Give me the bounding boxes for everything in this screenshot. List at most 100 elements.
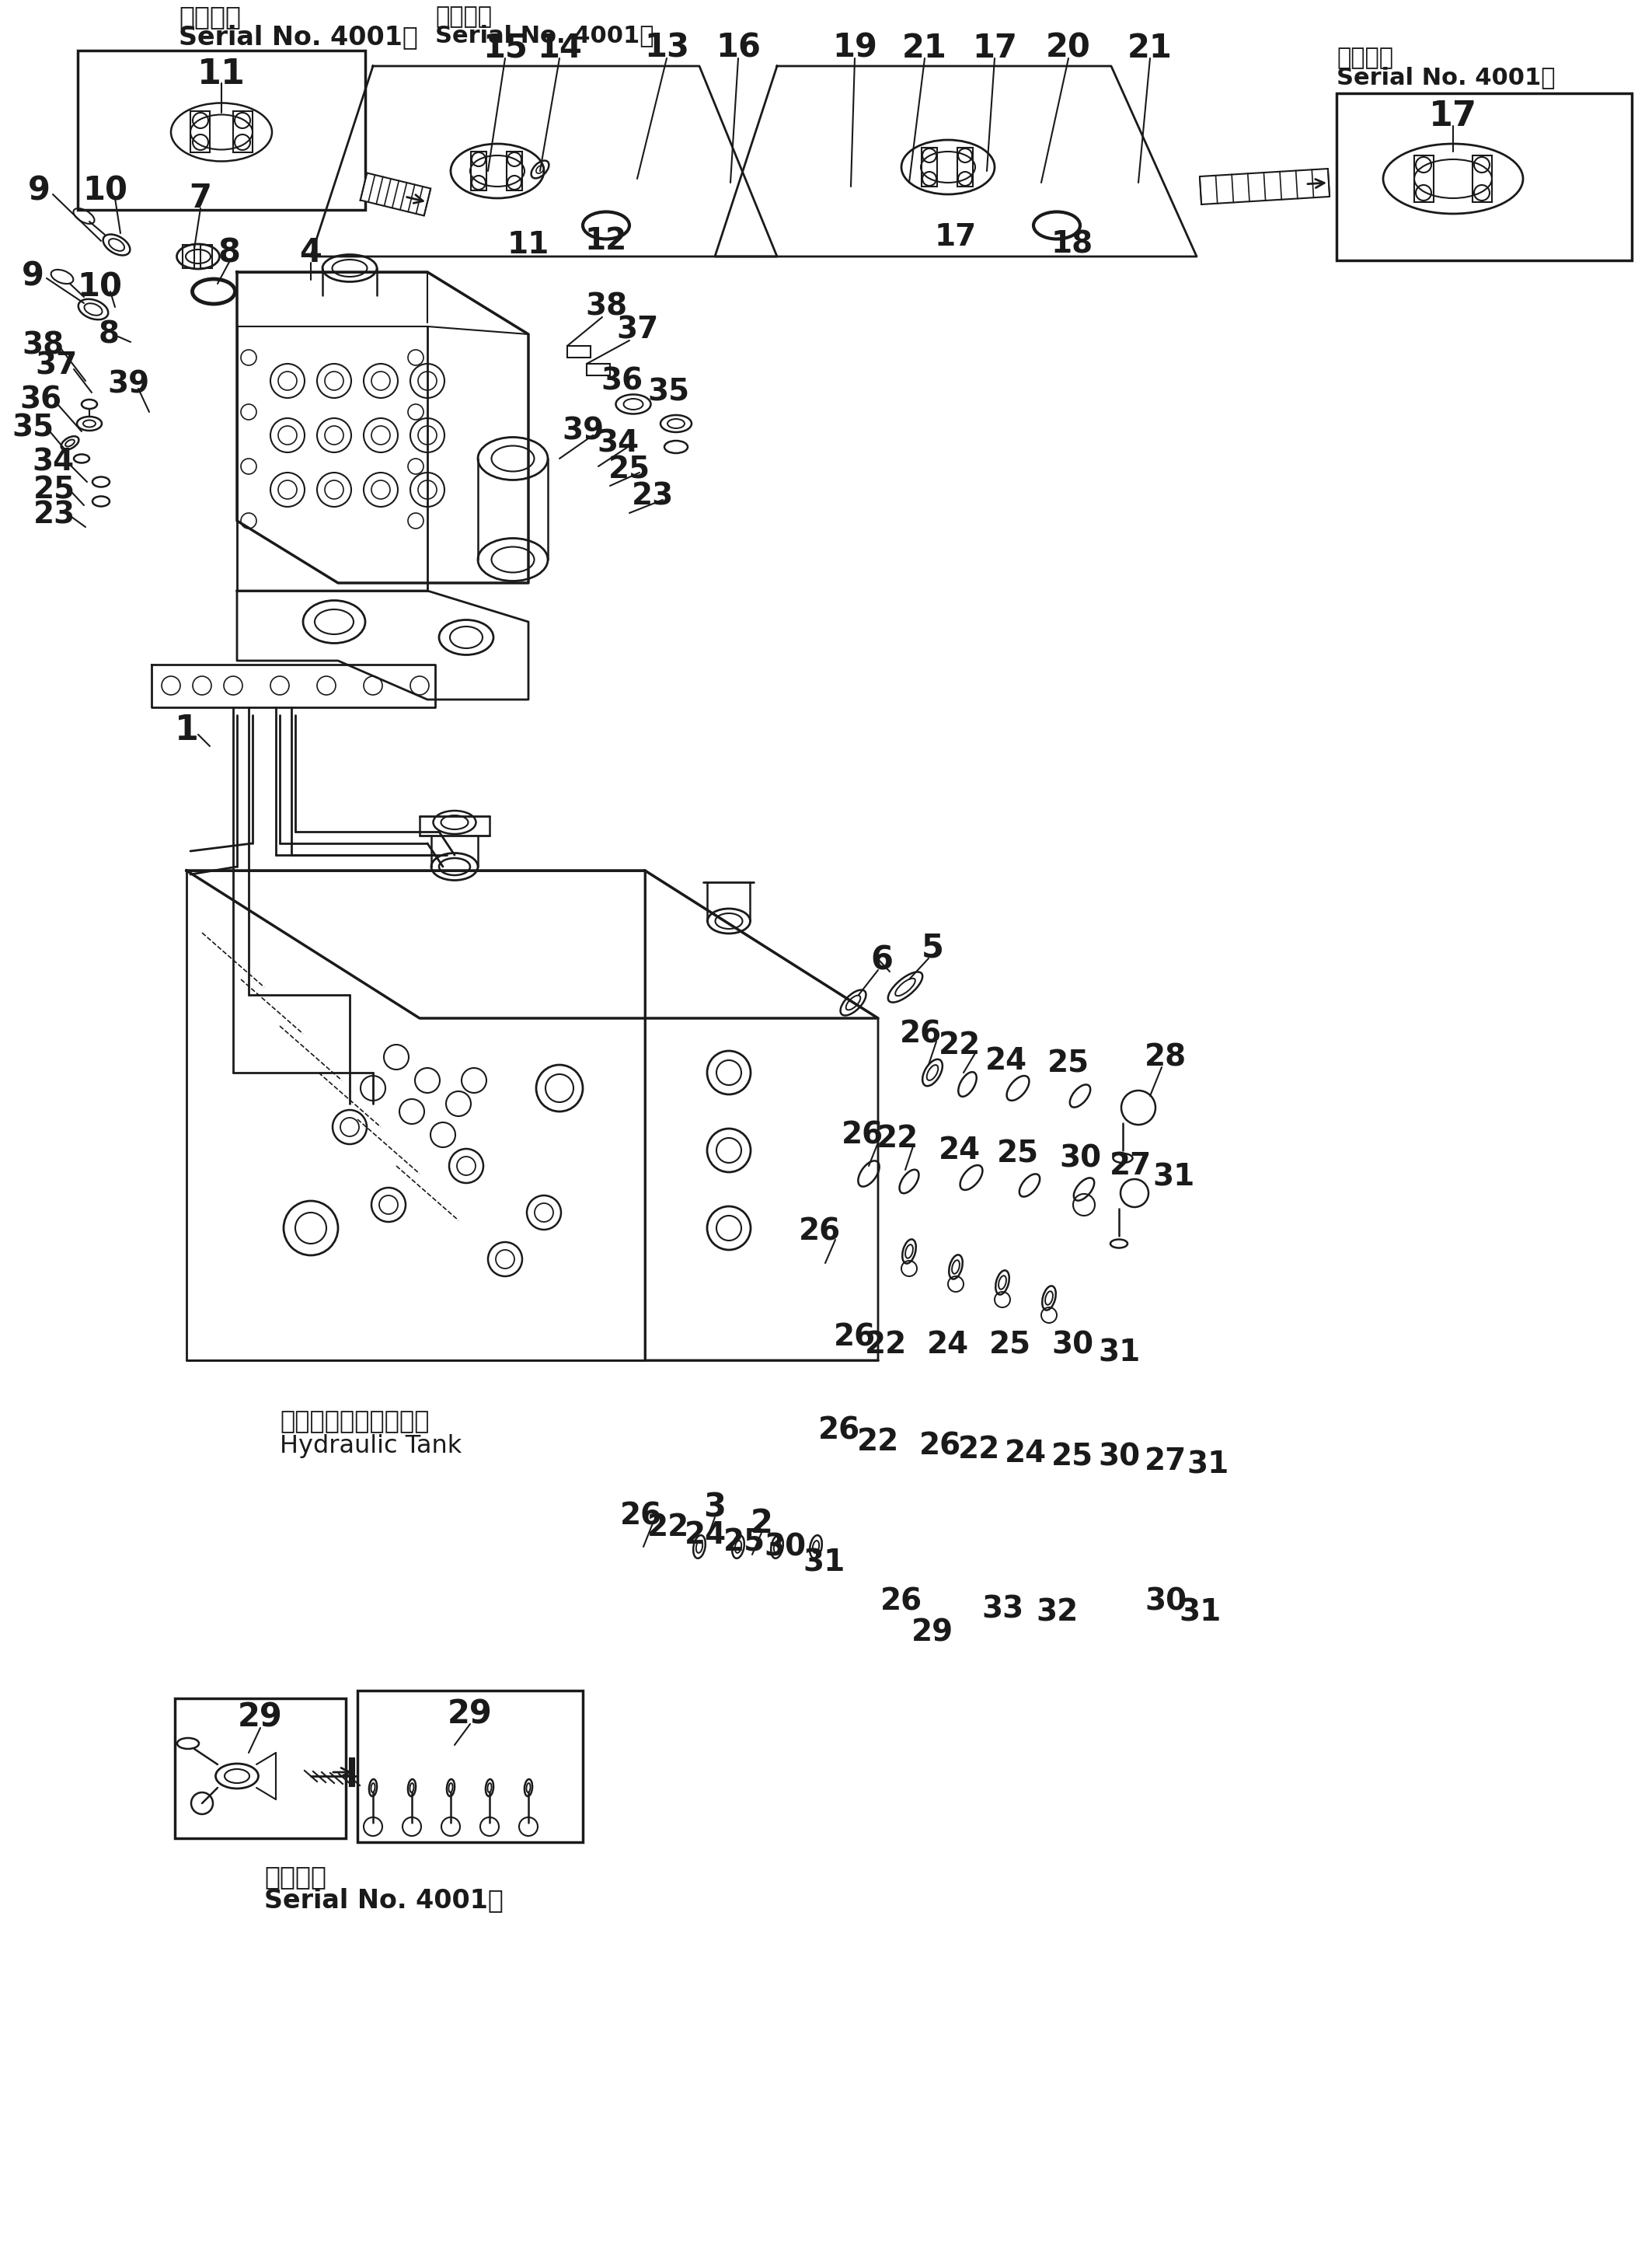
- Polygon shape: [1199, 168, 1330, 204]
- Text: 6: 6: [871, 945, 894, 976]
- Text: 26: 26: [900, 1019, 942, 1048]
- Text: 26: 26: [841, 1120, 884, 1149]
- Bar: [922, 148, 937, 186]
- Text: 29: 29: [448, 1696, 492, 1730]
- Text: 23: 23: [631, 480, 674, 512]
- Text: 25: 25: [33, 476, 76, 505]
- Text: 1: 1: [175, 714, 198, 747]
- Text: 29: 29: [238, 1701, 282, 1735]
- Text: 36: 36: [601, 366, 643, 395]
- Text: 16: 16: [715, 31, 760, 65]
- Text: 38: 38: [585, 292, 628, 321]
- Text: 25: 25: [1047, 1048, 1089, 1077]
- Text: Serial No. 4001～: Serial No. 4001～: [178, 25, 418, 49]
- Text: 11: 11: [197, 56, 246, 90]
- Polygon shape: [360, 173, 431, 215]
- Bar: [78, 52, 365, 211]
- Text: Serial No. 4001～: Serial No. 4001～: [1336, 67, 1555, 90]
- Text: 30: 30: [1051, 1331, 1094, 1360]
- Text: 24: 24: [1004, 1438, 1047, 1468]
- Bar: [175, 1699, 345, 1838]
- Text: 18: 18: [1051, 231, 1094, 260]
- Text: 36: 36: [20, 386, 61, 415]
- Text: 22: 22: [648, 1512, 689, 1542]
- Text: Serial No. 4001～: Serial No. 4001～: [264, 1887, 504, 1914]
- Text: 26: 26: [834, 1322, 876, 1351]
- Text: 25: 25: [608, 456, 651, 485]
- Text: 22: 22: [857, 1427, 899, 1456]
- Text: 適用号機: 適用号機: [264, 1865, 327, 1889]
- Text: 39: 39: [562, 417, 605, 447]
- Bar: [586, 364, 610, 375]
- Text: 26: 26: [620, 1501, 662, 1530]
- Text: 20: 20: [1046, 31, 1090, 65]
- Text: 30: 30: [1145, 1587, 1186, 1616]
- Bar: [1472, 155, 1492, 202]
- Text: 37: 37: [35, 350, 78, 379]
- Text: 35: 35: [12, 413, 53, 442]
- Bar: [200, 245, 211, 269]
- Text: 27: 27: [1110, 1151, 1151, 1180]
- Text: 33: 33: [981, 1593, 1024, 1625]
- Text: 25: 25: [1051, 1443, 1094, 1472]
- Text: 適用号機: 適用号機: [434, 7, 492, 29]
- Text: 22: 22: [877, 1124, 919, 1153]
- Text: 24: 24: [927, 1331, 970, 1360]
- Text: 11: 11: [507, 231, 550, 260]
- Text: 17: 17: [1429, 101, 1477, 132]
- Text: 28: 28: [1145, 1041, 1186, 1073]
- Bar: [1336, 94, 1632, 260]
- Bar: [190, 112, 210, 153]
- Text: Serial No. 4001～: Serial No. 4001～: [434, 25, 654, 47]
- Text: 22: 22: [958, 1434, 999, 1465]
- Text: 9: 9: [28, 175, 50, 206]
- Text: 24: 24: [985, 1046, 1028, 1075]
- Text: 37: 37: [616, 316, 657, 346]
- Text: 31: 31: [803, 1548, 844, 1578]
- Text: 38: 38: [21, 332, 64, 361]
- Text: 8: 8: [218, 236, 241, 269]
- Text: 8: 8: [99, 319, 119, 350]
- Text: 34: 34: [596, 429, 639, 458]
- Text: 17: 17: [935, 222, 976, 251]
- Text: ハイドロリックタンク: ハイドロリックタンク: [279, 1411, 430, 1434]
- Text: Hydraulic Tank: Hydraulic Tank: [279, 1434, 463, 1459]
- Text: 25: 25: [724, 1528, 765, 1557]
- Text: 31: 31: [1180, 1598, 1221, 1627]
- Text: 25: 25: [996, 1140, 1039, 1169]
- Bar: [507, 153, 522, 191]
- Text: 26: 26: [881, 1587, 922, 1616]
- Text: 22: 22: [938, 1030, 981, 1059]
- Polygon shape: [350, 1759, 354, 1786]
- Text: 22: 22: [864, 1331, 907, 1360]
- Text: 26: 26: [919, 1432, 961, 1461]
- Text: 適用号機: 適用号機: [1336, 47, 1393, 70]
- Bar: [1414, 155, 1434, 202]
- Bar: [357, 1690, 583, 1842]
- Text: 29: 29: [912, 1618, 953, 1647]
- Text: 34: 34: [31, 449, 74, 478]
- Text: 適用号機: 適用号機: [178, 4, 241, 29]
- Text: 32: 32: [1036, 1598, 1077, 1627]
- Text: 15: 15: [482, 31, 527, 65]
- Text: 31: 31: [1151, 1162, 1194, 1192]
- Text: 39: 39: [107, 370, 149, 399]
- Text: 21: 21: [902, 31, 947, 65]
- Text: 14: 14: [537, 31, 582, 65]
- Text: 30: 30: [1059, 1144, 1102, 1174]
- Text: 7: 7: [190, 182, 211, 215]
- Text: 10: 10: [78, 272, 122, 303]
- Text: 31: 31: [1099, 1337, 1140, 1367]
- Text: 24: 24: [684, 1521, 727, 1551]
- Text: 5: 5: [922, 931, 943, 965]
- Text: 9: 9: [21, 260, 45, 292]
- Bar: [233, 112, 253, 153]
- Text: 13: 13: [644, 31, 689, 65]
- Text: 26: 26: [818, 1416, 861, 1445]
- Text: 31: 31: [1188, 1450, 1229, 1481]
- Text: 3: 3: [704, 1492, 727, 1524]
- Text: 19: 19: [833, 31, 877, 65]
- Bar: [183, 245, 195, 269]
- Text: 21: 21: [1128, 31, 1173, 65]
- Bar: [567, 346, 590, 357]
